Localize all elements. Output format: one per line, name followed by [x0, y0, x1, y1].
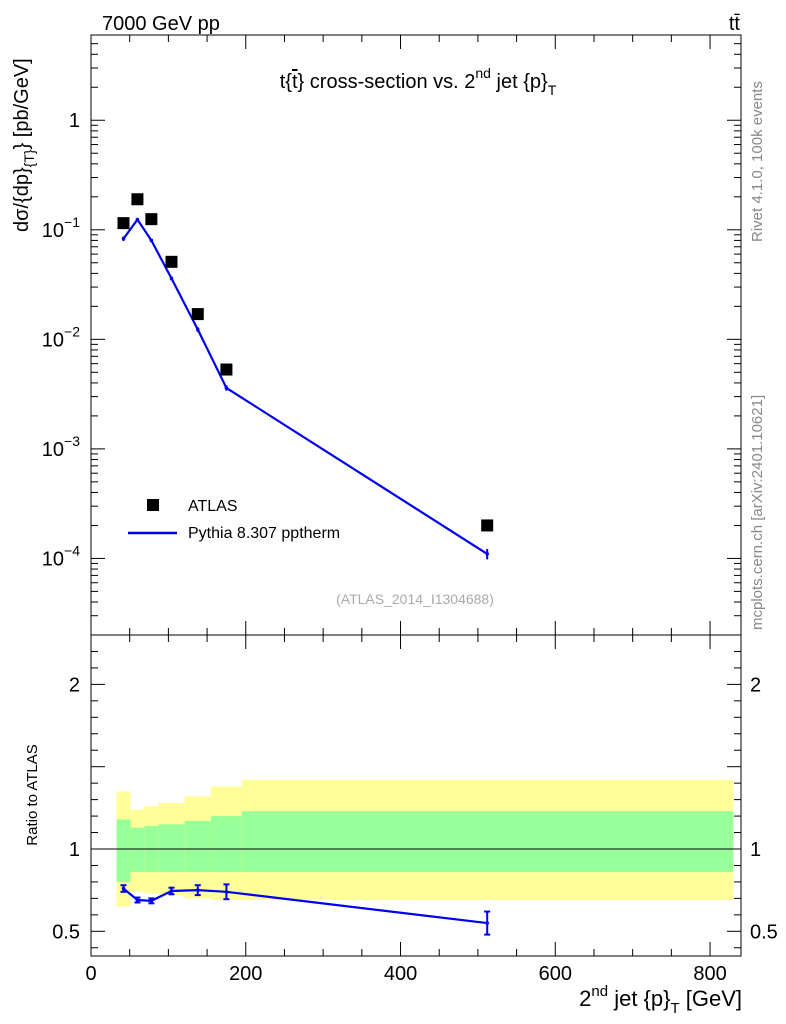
title-part-sub: T [548, 82, 557, 98]
legend-marker-atlas [147, 499, 159, 511]
ratio-ytick-label-right: 2 [750, 674, 761, 696]
legend-label-pythia: Pythia 8.307 pptherm [188, 525, 340, 542]
ratio-band-inner [210, 816, 242, 873]
xtick-label: 0 [85, 963, 96, 985]
atlas-point [117, 217, 130, 230]
title-part-d: jet {p} [491, 71, 548, 93]
ratio-data-marks [120, 883, 491, 936]
xlabel-part-sup: nd [591, 983, 608, 1000]
main-data-marks [117, 193, 494, 560]
xtick-label: 200 [229, 963, 262, 985]
header-left: 7000 GeV pp [102, 13, 220, 35]
xlabel: 2nd jet {p}T [GeV] [579, 983, 742, 1017]
ratio-uncertainty-bands [91, 779, 741, 907]
ratio-band-inner [241, 811, 734, 873]
ratio-band-inner [158, 824, 185, 873]
xtick-label: 400 [384, 963, 417, 985]
header-right: tt̄ [729, 13, 741, 35]
ratio-point [169, 889, 174, 893]
legend-label-atlas: ATLAS [188, 498, 238, 515]
ratio-point [224, 890, 229, 894]
ratio-ytick-label-right: 1 [750, 839, 761, 861]
xlabel-part-c: [GeV] [680, 986, 742, 1011]
ytick-exponent: −4 [64, 542, 80, 558]
rivet-label: Rivet 4.1.0, 100k events [749, 81, 766, 242]
xlabel-part-a: 2 [579, 986, 591, 1011]
main-ytick-label: 10−1 [42, 214, 80, 242]
ytick-base: 10 [42, 220, 64, 242]
xtick-label: 800 [693, 963, 726, 985]
plot-title: t{t} cross-section vs. 2nd jet {p}T [280, 65, 557, 98]
ratio-ytick-label: 2 [69, 674, 80, 696]
ylabel-part-sub: {T} [21, 149, 37, 167]
ratio-point [121, 886, 126, 891]
legend: ATLAS Pythia 8.307 pptherm [128, 498, 340, 542]
ytick-base: 10 [42, 439, 64, 461]
ratio-point [485, 921, 489, 925]
title-part-b: t [292, 71, 298, 93]
ratio-point [149, 899, 154, 903]
ylabel-part-b: } [pb/GeV] [11, 58, 33, 149]
ratio-ylabel: Ratio to ATLAS [24, 744, 41, 845]
main-frame [90, 34, 742, 636]
title-part-c: } cross-section vs. 2 [298, 71, 476, 93]
xlabel-part-sub: T [670, 1000, 679, 1017]
ratio-frame [90, 634, 742, 957]
ratio-ytick-label: 1 [69, 839, 80, 861]
pythia-point [485, 552, 489, 556]
mcplots-label: mcplots.cern.ch [arXiv:2401.10621] [749, 395, 766, 630]
title-part-sup: nd [475, 65, 491, 81]
main-ytick-label: 10−2 [42, 323, 80, 351]
ratio-band-inner [130, 827, 145, 873]
main-ytick-label: 1 [69, 110, 80, 132]
atlas-point [145, 213, 158, 226]
ylabel-part-a: dσ/{dp} [11, 167, 33, 232]
title-part-a: t{ [280, 71, 293, 93]
pythia-point [169, 276, 174, 281]
atlas-point [131, 193, 144, 206]
pythia-point [149, 238, 154, 243]
atlas-point [481, 519, 494, 532]
xlabel-part-b: jet {p} [608, 986, 670, 1011]
pythia-point [135, 217, 140, 222]
ratio-point [135, 898, 140, 902]
ytick-exponent: −2 [64, 323, 80, 339]
ytick-base: 10 [42, 329, 64, 351]
atlas-point [191, 308, 204, 321]
analysis-watermark: (ATLAS_2014_I1304688) [336, 591, 494, 607]
ytick-exponent: −1 [64, 214, 80, 230]
main-ytick-label: 10−4 [42, 542, 80, 570]
ratio-band-inner [116, 819, 131, 882]
atlas-point [165, 255, 178, 268]
xtick-label: 600 [539, 963, 572, 985]
pythia-point [121, 236, 126, 241]
atlas-point [220, 363, 233, 376]
main-axis-ticks: 110−110−210−310−4 [42, 34, 741, 636]
pythia-line [122, 217, 488, 555]
pythia-point [224, 386, 229, 390]
ratio-band-inner [184, 821, 211, 873]
ratio-point [195, 888, 200, 892]
main-ytick-label: 10−3 [42, 433, 80, 461]
ratio-ytick-label-right: 0.5 [750, 921, 778, 943]
pythia-point [195, 327, 200, 332]
ratio-ytick-label: 0.5 [52, 921, 80, 943]
ytick-base: 10 [42, 548, 64, 570]
ytick-exponent: −3 [64, 433, 80, 449]
main-ylabel: dσ/{dp}{T}} [pb/GeV] [11, 58, 37, 232]
ratio-axis-ticks: 0.5 0.5 1 1 2 2 0 200 400 600 800 [52, 634, 778, 985]
